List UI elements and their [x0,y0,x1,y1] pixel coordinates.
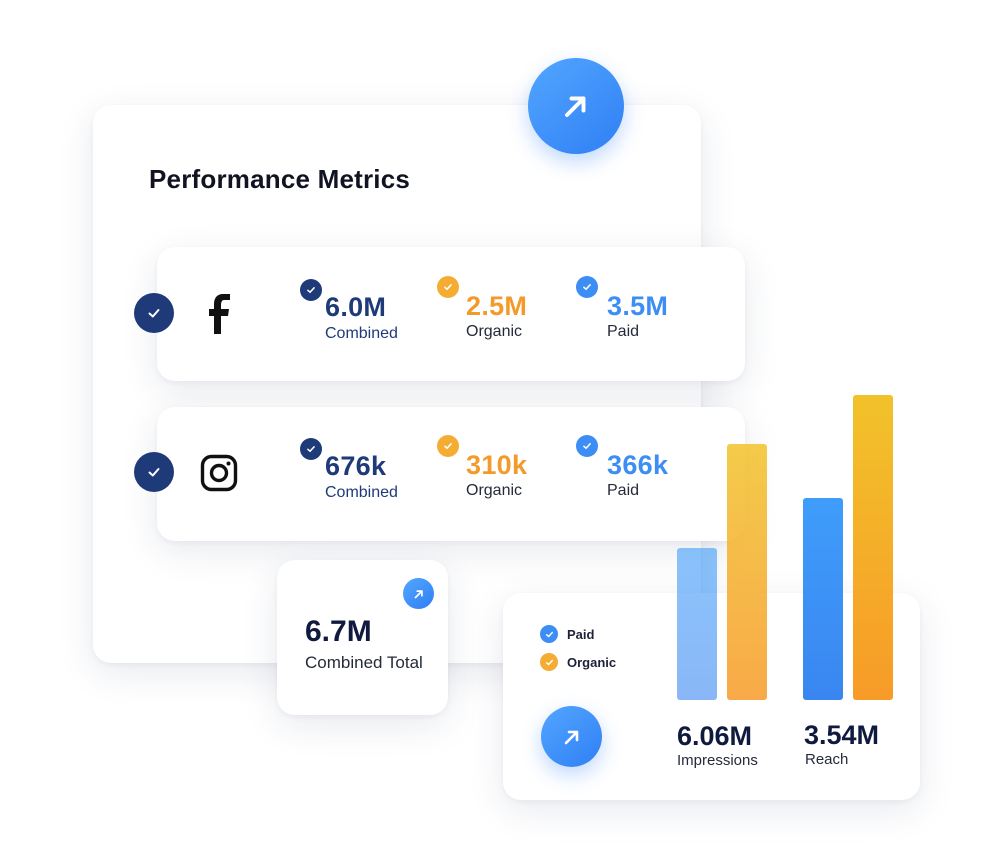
ig-paid-label: Paid [607,482,640,499]
organic-legend-label: Organic [567,655,617,670]
total-trend-button[interactable] [403,578,434,609]
fb-organic-label: Organic [466,323,523,340]
arrow-up-right-icon [564,730,578,744]
ig-organic-value: 310k [466,450,528,480]
ig-paid-value: 366k [607,450,669,480]
instagram-select-checkbox[interactable] [134,452,174,492]
paid-legend-icon [540,625,558,643]
page-title: Performance Metrics [149,164,411,194]
impressions-paid-bar [677,548,717,700]
organic-check-icon [437,435,459,457]
impressions-label: Impressions [677,752,758,769]
fb-combined-value: 6.0M [325,292,387,322]
combined-check-icon [300,279,322,301]
combined-total-value: 6.7M [305,615,372,648]
reach-organic-bar [853,395,893,700]
impressions-organic-bar [727,444,767,700]
reach-label: Reach [805,751,849,768]
arrow-up-right-icon [414,589,423,598]
reach-paid-bar [803,498,843,700]
paid-check-icon [576,435,598,457]
paid-legend-label: Paid [567,627,595,642]
fb-combined-label: Combined [325,325,398,342]
organic-check-icon [437,276,459,298]
arrow-up-right-icon [565,96,586,117]
ig-organic-label: Organic [466,482,523,499]
impressions-value: 6.06M [677,721,753,751]
ig-combined-label: Combined [325,484,398,501]
fb-paid-label: Paid [607,323,640,340]
fb-paid-value: 3.5M [607,291,669,321]
organic-legend-icon [540,653,558,671]
instagram-icon [200,454,238,492]
facebook-select-checkbox[interactable] [134,293,174,333]
instagram-row[interactable] [157,407,745,541]
reach-value: 3.54M [804,720,880,750]
facebook-icon [209,294,230,334]
fb-organic-value: 2.5M [466,291,528,321]
facebook-row[interactable] [157,247,745,381]
combined-check-icon [300,438,322,460]
chart-trend-button[interactable] [541,706,602,767]
check-icon [148,309,160,318]
ig-combined-value: 676k [325,451,387,481]
check-icon [148,468,160,477]
paid-check-icon [576,276,598,298]
combined-total-label: Combined Total [305,653,423,672]
trend-button[interactable] [528,58,624,154]
